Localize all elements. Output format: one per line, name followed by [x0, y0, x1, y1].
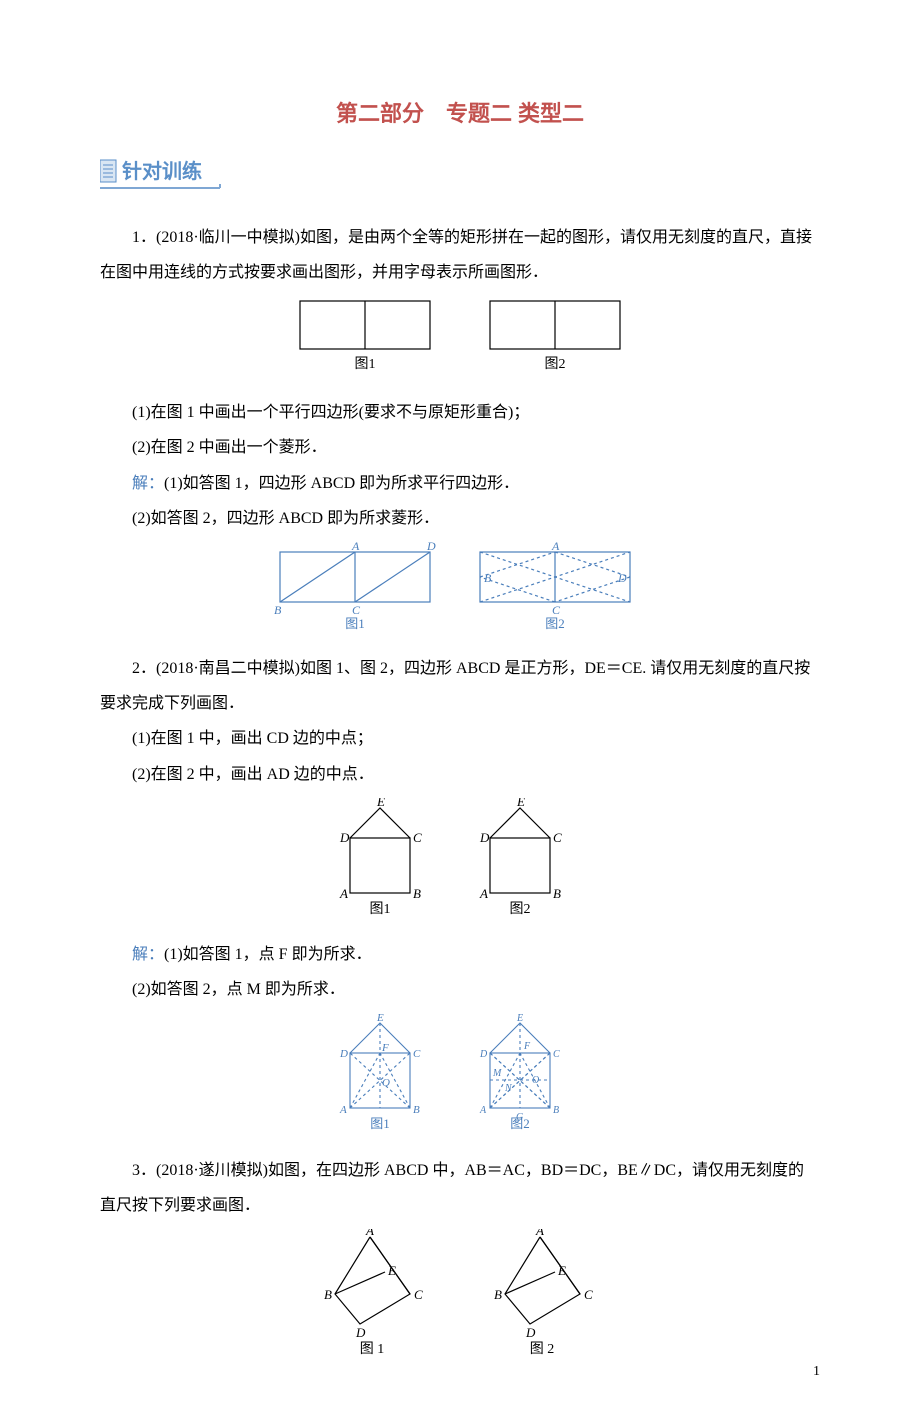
- svg-text:图2: 图2: [545, 357, 566, 372]
- svg-text:C: C: [584, 1287, 593, 1302]
- svg-text:图 1: 图 1: [360, 1342, 385, 1357]
- svg-text:O: O: [382, 1077, 390, 1089]
- p1-fig-top: 图1 图2: [100, 296, 820, 389]
- svg-text:C: C: [414, 1287, 423, 1302]
- svg-text:C: C: [553, 1049, 560, 1060]
- svg-text:F: F: [381, 1042, 389, 1054]
- svg-text:A: A: [351, 542, 360, 553]
- p2-ans1: 解：(1)如答图 1，点 F 即为所求．: [100, 937, 820, 972]
- svg-text:B: B: [413, 1104, 420, 1116]
- svg-text:A: A: [365, 1229, 374, 1238]
- svg-text:图 2: 图 2: [530, 1342, 555, 1357]
- p1-fig-ans: A B C D 图1 A: [100, 542, 820, 645]
- svg-text:E: E: [376, 798, 385, 809]
- p2-sub1: (1)在图 1 中，画出 CD 边的中点；: [100, 721, 820, 756]
- svg-text:B: B: [413, 886, 421, 901]
- svg-text:B: B: [484, 571, 492, 585]
- svg-text:B: B: [324, 1287, 332, 1302]
- svg-text:F: F: [523, 1041, 531, 1052]
- svg-text:A: A: [339, 886, 348, 901]
- svg-text:B: B: [553, 886, 561, 901]
- svg-text:B: B: [494, 1287, 502, 1302]
- p2-sub2: (2)在图 2 中，画出 AD 边的中点．: [100, 757, 820, 792]
- p2-fig-top: A B C D E 图1 A B C D E 图2: [100, 798, 820, 931]
- p3-fig-top: A B C D E 图 1 A B C D E 图 2: [100, 1229, 820, 1372]
- svg-text:A: A: [479, 1105, 487, 1116]
- svg-text:M: M: [492, 1068, 502, 1079]
- svg-text:A: A: [535, 1229, 544, 1238]
- svg-text:D: D: [479, 1049, 488, 1060]
- svg-text:E: E: [557, 1263, 566, 1278]
- svg-text:D: D: [339, 1048, 348, 1060]
- svg-text:A: A: [339, 1104, 347, 1116]
- svg-text:D: D: [479, 830, 490, 845]
- svg-text:D: D: [355, 1325, 366, 1340]
- svg-text:D: D: [339, 830, 350, 845]
- p1-intro: 1．(2018·临川一中模拟)如图，是由两个全等的矩形拼在一起的图形，请仅用无刻…: [100, 220, 820, 290]
- svg-text:图2: 图2: [510, 902, 531, 917]
- p1-sub2: (2)在图 2 中画出一个菱形．: [100, 430, 820, 465]
- svg-text:D: D: [525, 1325, 536, 1340]
- p1-sub1: (1)在图 1 中画出一个平行四边形(要求不与原矩形重合)；: [100, 395, 820, 430]
- svg-text:图1: 图1: [370, 902, 391, 917]
- svg-text:B: B: [553, 1105, 559, 1116]
- svg-text:D: D: [426, 542, 436, 553]
- svg-text:E: E: [516, 798, 525, 809]
- svg-text:图1: 图1: [345, 616, 365, 631]
- svg-text:图2: 图2: [545, 616, 565, 631]
- svg-text:图1: 图1: [355, 357, 376, 372]
- p2-fig-ans: A B C D E F O 图1: [100, 1013, 820, 1146]
- page-title: 第二部分 专题二 类型二: [100, 90, 820, 138]
- svg-text:C: C: [553, 830, 562, 845]
- svg-text:E: E: [387, 1263, 396, 1278]
- svg-text:O: O: [532, 1075, 539, 1086]
- svg-text:A: A: [479, 886, 488, 901]
- banner-label: 针对训练: [122, 159, 202, 183]
- svg-text:A: A: [551, 542, 560, 553]
- svg-text:N: N: [504, 1083, 513, 1094]
- p1-ans1: 解：(1)如答图 1，四边形 ABCD 即为所求平行四边形．: [100, 466, 820, 501]
- page-number: 1: [813, 1357, 820, 1388]
- svg-text:图2: 图2: [510, 1116, 530, 1131]
- p1-ans2: (2)如答图 2，四边形 ABCD 即为所求菱形．: [100, 501, 820, 536]
- svg-text:E: E: [516, 1013, 523, 1024]
- svg-text:图1: 图1: [370, 1116, 390, 1131]
- svg-text:D: D: [617, 571, 627, 585]
- svg-text:C: C: [552, 603, 561, 617]
- p3-intro: 3．(2018·遂川模拟)如图，在四边形 ABCD 中，AB＝AC，BD＝DC，…: [100, 1153, 820, 1223]
- svg-text:B: B: [274, 603, 282, 617]
- section-banner: 针对训练: [100, 156, 820, 207]
- svg-text:C: C: [352, 603, 361, 617]
- p2-intro: 2．(2018·南昌二中模拟)如图 1、图 2，四边形 ABCD 是正方形，DE…: [100, 651, 820, 721]
- svg-text:C: C: [413, 830, 422, 845]
- svg-text:C: C: [413, 1048, 421, 1060]
- p2-ans2: (2)如答图 2，点 M 即为所求．: [100, 972, 820, 1007]
- svg-text:E: E: [376, 1013, 384, 1024]
